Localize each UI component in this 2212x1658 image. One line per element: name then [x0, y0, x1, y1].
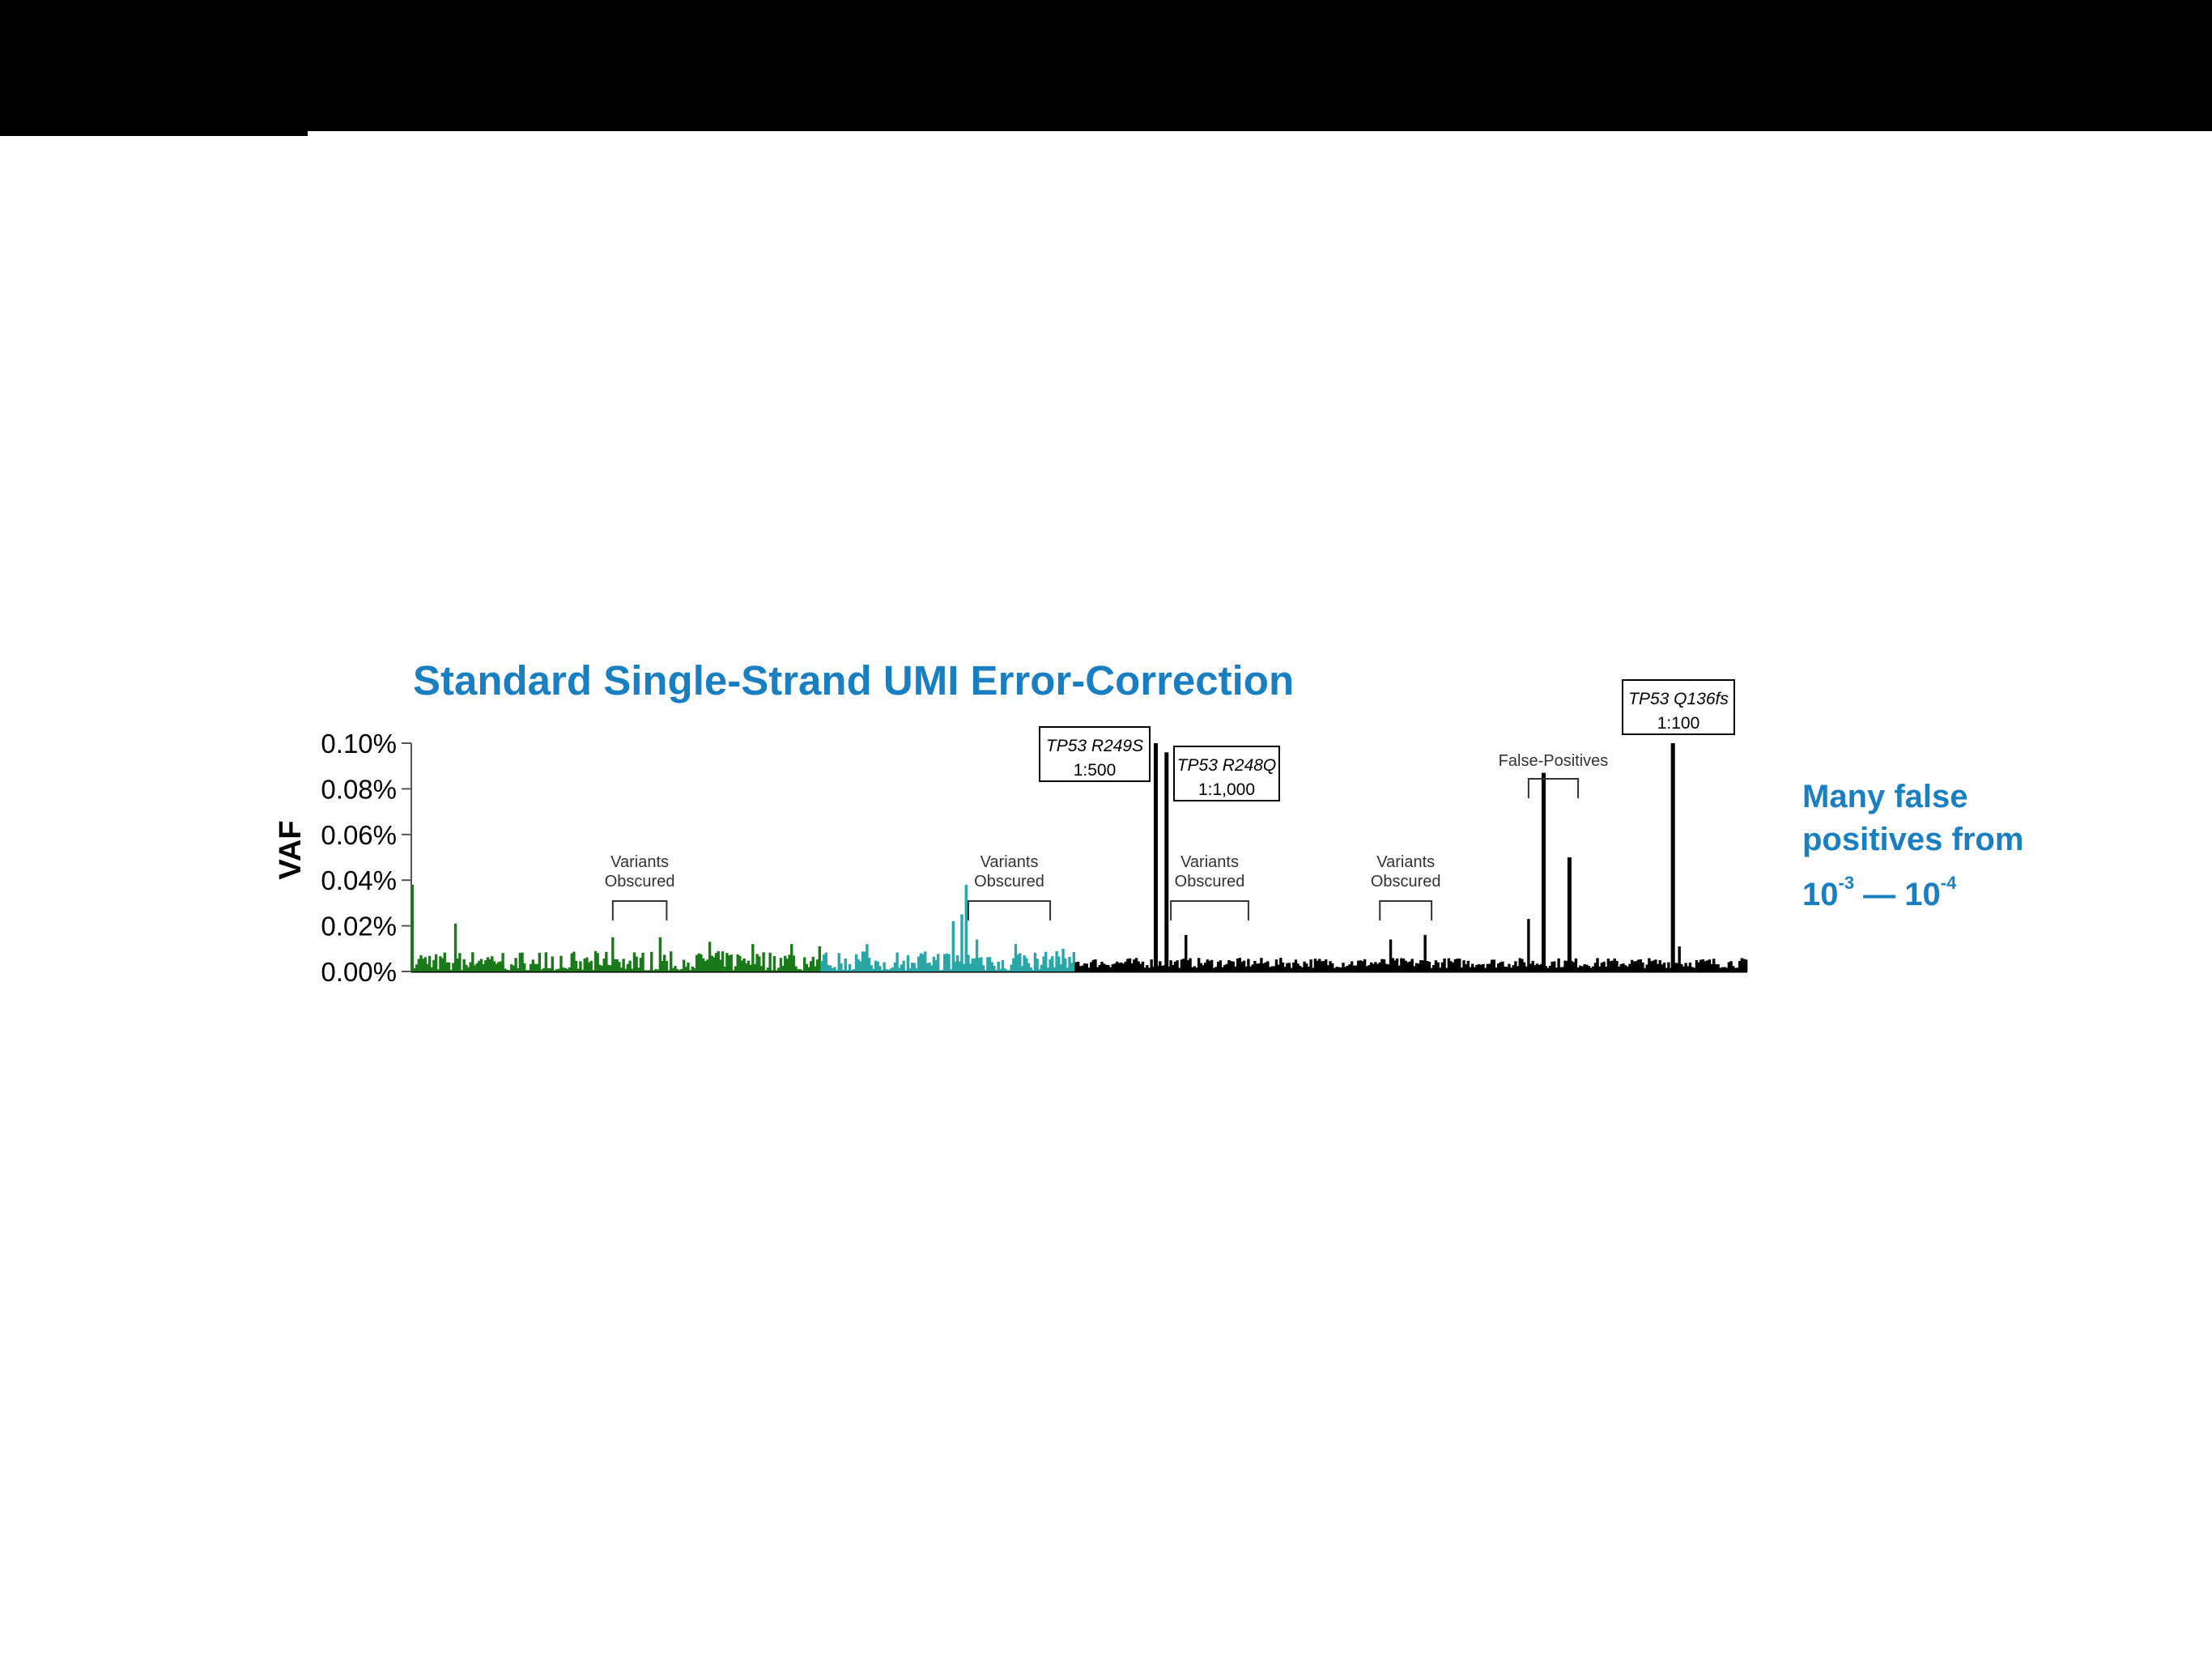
variants-obscured-3-line2: Obscured	[1175, 873, 1245, 891]
side-note-base-1: 10	[1802, 877, 1839, 912]
false-positives-text: False-Positives	[1499, 752, 1609, 770]
variants-obscured-4-bracket	[1379, 900, 1433, 920]
side-note-base-2: 10	[1904, 877, 1941, 912]
variants-obscured-3-bracket	[1170, 900, 1249, 920]
r249s-label-ratio: 1:500	[1074, 761, 1117, 780]
top-bar-notch	[0, 128, 308, 136]
variants-obscured-1-bracket	[611, 900, 668, 920]
variants-obscured-4-line2: Obscured	[1371, 873, 1441, 891]
side-note-line-3: 10-3 — 10-4	[1802, 861, 2023, 916]
q136fs-label-ratio: 1:100	[1657, 714, 1700, 733]
side-note-line-2: positives from	[1802, 822, 2024, 857]
variants-obscured-3-line1: Variants	[1180, 853, 1239, 871]
r248q-label-ratio: 1:1,000	[1198, 780, 1255, 799]
variants-obscured-2-line2: Obscured	[974, 873, 1044, 891]
y-axis-label: VAF	[274, 820, 308, 879]
chart-title: Standard Single-Strand UMI Error-Correct…	[413, 657, 1294, 704]
y-tick-label: 0.00%	[321, 957, 397, 987]
side-note-exp-2: -4	[1940, 873, 1957, 893]
r249s-label-box	[1039, 726, 1151, 782]
r248q-label-box	[1173, 746, 1280, 801]
variants-obscured-1-line1: Variants	[610, 853, 669, 871]
variants-obscured-2-line1: Variants	[981, 853, 1039, 871]
variants-obscured-1-line2: Obscured	[605, 873, 675, 891]
variants-obscured-4-line1: Variants	[1376, 853, 1435, 871]
y-tick-label: 0.08%	[321, 774, 397, 804]
annotations-layer: TP53 R249S 1:500 TP53 R248Q 1:1,000 TP53 Q13…	[605, 679, 1735, 920]
r248q-label-gene: TP53 R248Q	[1177, 756, 1277, 775]
variants-obscured-2-bracket	[967, 900, 1052, 920]
y-tick-label: 0.04%	[321, 865, 397, 895]
side-note: Many false positives from 10-3 — 10-4	[1802, 776, 2023, 916]
bars-layer	[410, 743, 1748, 971]
y-tick-label: 0.02%	[321, 912, 397, 942]
side-note-line-1: Many false	[1802, 779, 1968, 814]
side-note-dash: —	[1854, 877, 1905, 912]
side-note-exp-1: -3	[1838, 873, 1855, 893]
q136fs-label-box	[1622, 679, 1735, 735]
y-tick-label: 0.06%	[321, 820, 397, 850]
top-black-bar	[0, 0, 2212, 131]
q136fs-label-gene: TP53 Q136fs	[1628, 690, 1729, 708]
y-tick-label: 0.10%	[321, 729, 397, 759]
false-positives-bracket	[1527, 778, 1580, 798]
r249s-label-gene: TP53 R249S	[1046, 737, 1143, 755]
y-axis: 0.10% 0.08% 0.06% 0.04% 0.02% 0.00%	[321, 729, 1747, 987]
